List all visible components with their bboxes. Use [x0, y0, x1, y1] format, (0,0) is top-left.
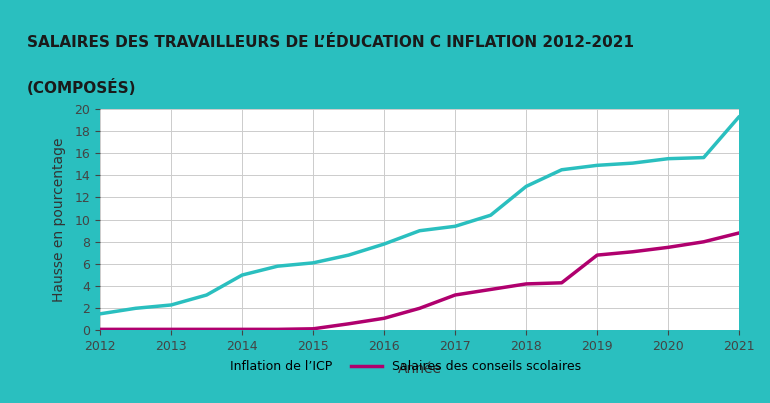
Y-axis label: Hausse en pourcentage: Hausse en pourcentage: [52, 137, 66, 302]
X-axis label: Année: Année: [397, 361, 442, 376]
Legend: Inflation de l’ICP, Salaires des conseils scolaires: Inflation de l’ICP, Salaires des conseil…: [184, 355, 586, 378]
Text: SALAIRES DES TRAVAILLEURS DE L’ÉDUCATION C INFLATION 2012-2021: SALAIRES DES TRAVAILLEURS DE L’ÉDUCATION…: [27, 35, 634, 50]
Text: (COMPOSÉS): (COMPOSÉS): [27, 79, 136, 96]
